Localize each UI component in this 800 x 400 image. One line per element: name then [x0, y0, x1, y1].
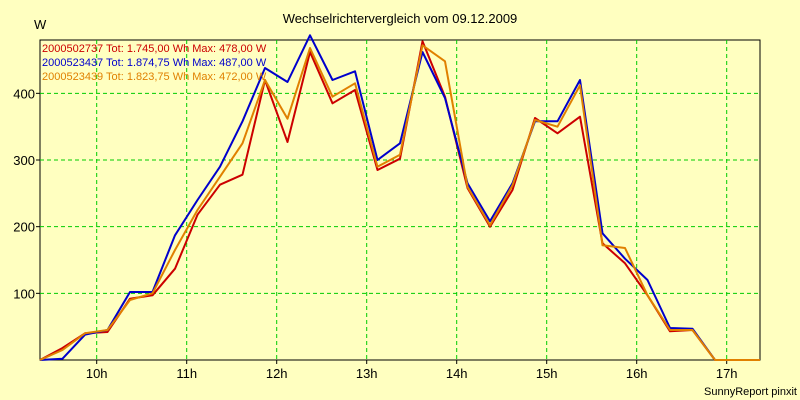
x-tick-label: 17h [716, 366, 738, 381]
legend: 2000502737 Tot: 1.745,00 Wh Max: 478,00 … [42, 43, 267, 83]
y-tick-label: 200 [13, 220, 35, 235]
x-tick-label: 11h [176, 366, 197, 381]
grid [40, 40, 760, 360]
x-tick-label: 14h [446, 366, 468, 381]
chart-title: Wechselrichtervergleich vom 09.12.2009 [283, 11, 518, 26]
footer-credit: SunnyReport pinxit [704, 386, 797, 398]
legend-entry-2000523439: 2000523439 Tot: 1.823,75 Wh Max: 472,00 … [42, 71, 267, 83]
plot-area [39, 39, 761, 361]
x-tick-label: 16h [626, 366, 648, 381]
y-axis-unit: W [34, 17, 47, 32]
x-tick-label: 12h [266, 366, 288, 381]
y-tick-label: 100 [13, 286, 35, 301]
legend-entry-2000523437: 2000523437 Tot: 1.874,75 Wh Max: 487,00 … [42, 57, 267, 69]
series-line-2000523437 [39, 34, 760, 361]
y-tick-label: 400 [13, 86, 35, 101]
series-line-2000523439 [39, 44, 760, 361]
series-line-2000502737 [39, 40, 760, 361]
x-tick-label: 15h [536, 366, 558, 381]
series-group [39, 34, 760, 361]
legend-entry-2000502737: 2000502737 Tot: 1.745,00 Wh Max: 478,00 … [42, 43, 267, 55]
x-tick-label: 13h [356, 366, 378, 381]
y-tick-label: 300 [13, 153, 35, 168]
axis-ticks: 100 200 300 400 10h 11h 12h 13h 14h 15h 16h 17h [13, 86, 737, 381]
x-tick-label: 10h [86, 366, 108, 381]
